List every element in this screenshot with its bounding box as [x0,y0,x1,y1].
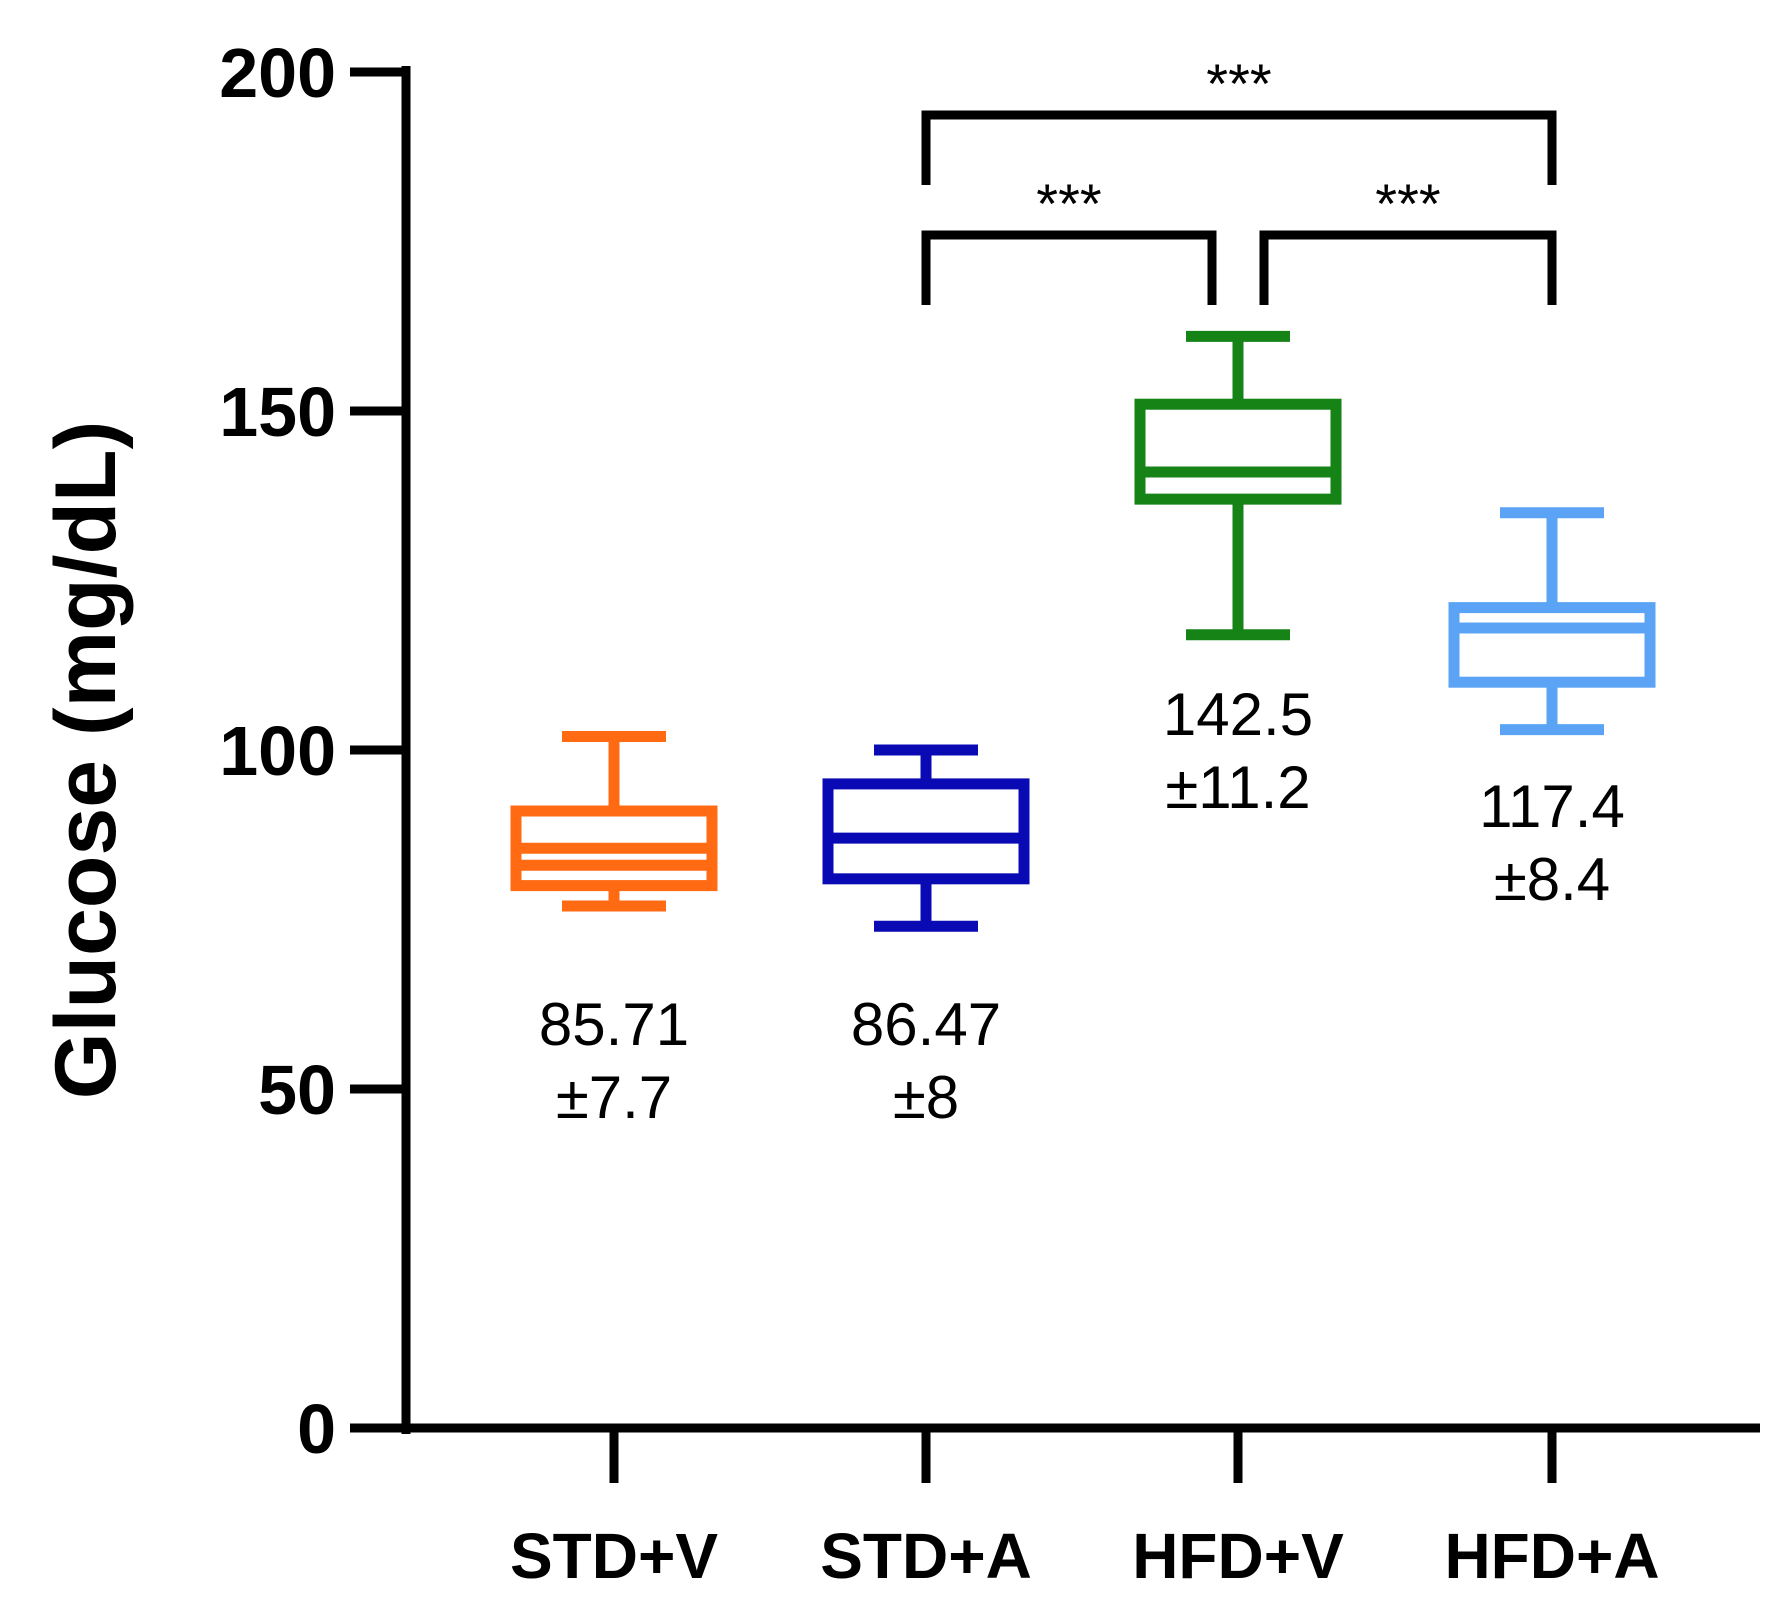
x-tick-label-HFD+V: HFD+V [1132,1520,1344,1592]
y-tick-label-100: 100 [219,712,336,790]
x-tick-label-HFD+A: HFD+A [1444,1520,1659,1592]
mean-label: 85.71 [539,991,689,1058]
iqr-box [1134,398,1342,505]
mean-label: 142.5 [1163,681,1313,748]
significance-stars: *** [1036,172,1101,235]
box-HFD+V: 142.5±11.2 [1134,330,1342,821]
iqr-box [1448,602,1656,688]
significance-brackets: *** *** *** [921,52,1557,305]
y-tick-label-200: 200 [219,34,336,112]
x-tick-label-STD+A: STD+A [820,1520,1032,1592]
mean-label: 117.4 [1479,773,1625,840]
sd-label: ±8.4 [1494,846,1610,913]
y-axis-label: Glucose (mg/dL) [38,421,134,1099]
box-STD+V: 85.71±7.7 [510,730,718,1131]
box-STD+A: 86.47±8 [822,744,1030,1131]
iqr-box [822,778,1030,885]
bracket-STD+A-HFD+A: *** [921,52,1557,185]
bracket-STD+A-HFD+V: *** [921,172,1217,305]
bracket-HFD+V-HFD+A: *** [1259,172,1557,305]
x-ticks: STD+V STD+A HFD+V HFD+A [510,1428,1660,1592]
mean-label: 86.47 [851,991,1001,1058]
y-tick-label-50: 50 [258,1051,336,1129]
y-tick-label-0: 0 [297,1390,336,1468]
bracket-line [1259,230,1557,305]
sd-label: ±11.2 [1165,754,1310,821]
bracket-line [921,110,1557,185]
significance-stars: *** [1206,52,1271,115]
bracket-line [921,230,1217,305]
y-ticks: 0 50 100 150 200 [219,34,406,1468]
sd-label: ±8 [893,1064,959,1131]
boxes: 85.71±7.7 86.47±8 142.5±11.2 117.4±8.4 [510,330,1656,1131]
x-tick-label-STD+V: STD+V [510,1520,718,1592]
y-tick-label-150: 150 [219,373,336,451]
significance-stars: *** [1375,172,1440,235]
box-HFD+A: 117.4±8.4 [1448,507,1656,913]
sd-label: ±7.7 [556,1064,672,1131]
